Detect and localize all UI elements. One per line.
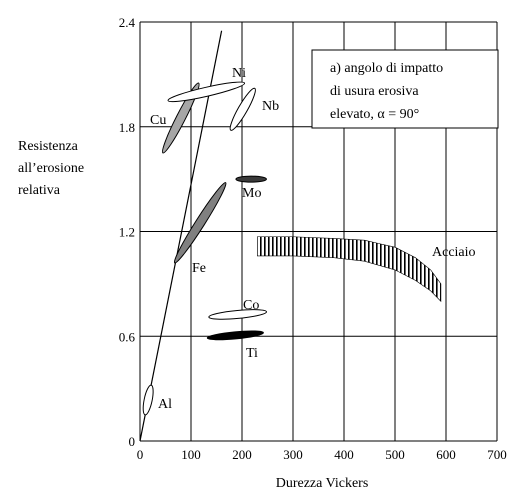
x-tick-label: 400 (334, 447, 354, 462)
annotation-frame (311, 49, 499, 129)
steel-region (257, 236, 442, 303)
x-axis-label: Durezza Vickers (276, 476, 369, 491)
y-axis-label: Resistenza all’erosione relativa (18, 139, 84, 198)
material-cu (162, 82, 200, 154)
material-label-ni: Ni (232, 66, 246, 81)
material-nb (229, 87, 256, 131)
material-fe (173, 182, 227, 264)
material-ti (206, 330, 264, 341)
material-label-ti: Ti (246, 346, 258, 361)
x-tick-label: 200 (232, 447, 252, 462)
annotation-line-1: a) angolo di impatto (330, 61, 443, 76)
material-al (142, 384, 154, 416)
material-mo (235, 175, 267, 183)
trend-line-segment (139, 30, 223, 442)
y-tick-label: 0.6 (119, 329, 136, 344)
material-ellipses (142, 81, 267, 416)
material-label-fe: Fe (192, 261, 206, 276)
y-tick-label: 1.2 (119, 225, 135, 240)
y-tick-label: 1.8 (119, 120, 135, 135)
material-label-al: Al (158, 397, 172, 412)
y-tick-label: 2.4 (119, 15, 136, 30)
steel-band (257, 236, 442, 303)
y-tick-label: 0 (129, 434, 136, 449)
x-tick-label: 300 (283, 447, 303, 462)
x-tick-label: 600 (436, 447, 456, 462)
y-axis-label-line-1: Resistenza (18, 139, 79, 154)
x-tick-label: 700 (487, 447, 507, 462)
x-tick-label: 0 (137, 447, 144, 462)
annotation-line-2: di usura erosiva (330, 84, 419, 99)
material-label-cu: Cu (150, 113, 166, 128)
tick-labels: 0 100 200 300 400 500 600 700 0 0.6 1.2 1.8 2.4 (119, 15, 507, 462)
material-label-mo: Mo (242, 186, 261, 201)
material-labels: Al Cu Ni Nb Fe Mo Co Ti Acciaio (150, 66, 476, 412)
material-label-acciaio: Acciaio (432, 245, 476, 260)
material-label-co: Co (243, 298, 259, 313)
y-axis-label-line-2: all’erosione (18, 161, 84, 176)
trend-line (139, 30, 223, 442)
material-label-nb: Nb (262, 99, 279, 114)
material-co (208, 309, 267, 320)
annotation-box: a) angolo di impatto di usura erosiva el… (311, 49, 499, 129)
x-tick-label: 100 (181, 447, 201, 462)
x-tick-label: 500 (385, 447, 405, 462)
material-ni (167, 81, 246, 103)
annotation-line-3: elevato, α = 90° (330, 107, 419, 122)
y-axis-label-line-3: relativa (18, 183, 61, 198)
